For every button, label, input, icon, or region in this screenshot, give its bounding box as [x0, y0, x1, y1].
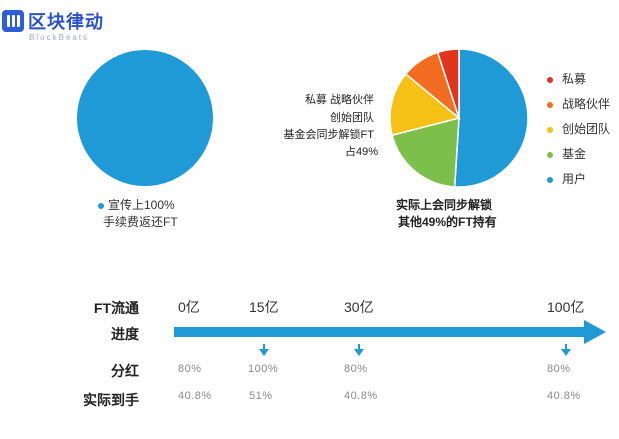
- milestone-amount: 30亿: [344, 299, 374, 315]
- row-label-actual: 实际到手: [83, 392, 139, 408]
- dividend-value: 100%: [248, 363, 279, 375]
- actual-value: 40.8%: [178, 390, 212, 402]
- progress-arrowhead-icon: [584, 320, 606, 344]
- pie-slice: [436, 48, 460, 119]
- down-arrow-icon: [561, 344, 571, 356]
- right-pie-caption-1: 实际上会同步解锁: [396, 198, 493, 212]
- legend-item-fund: 基金: [547, 145, 610, 162]
- right-pie-chart: [389, 48, 529, 188]
- actual-value: 40.8%: [344, 390, 378, 402]
- legend-swatch-icon: [547, 101, 553, 108]
- progress-bar: [174, 320, 606, 344]
- down-arrow-icon: [354, 344, 364, 356]
- pie-slice: [453, 48, 529, 188]
- pie-charts-canvas: [77, 48, 529, 188]
- brand-name-cn: 区块律动: [28, 12, 104, 32]
- dividend-value: 80%: [344, 363, 368, 375]
- legend-swatch-icon: [547, 76, 553, 83]
- pie-slice: [391, 117, 460, 188]
- bullet-dot-icon: [98, 202, 104, 209]
- left-pie-chart: [77, 50, 213, 186]
- blockbeats-logo-icon: [2, 10, 24, 32]
- right-pie-annotation-3: 基金会同步解锁FT: [283, 129, 374, 141]
- legend-item-users: 用户: [547, 170, 610, 187]
- milestone-amount: 100亿: [547, 299, 585, 315]
- progress-bar-track: [174, 327, 586, 337]
- dividend-value: 80%: [547, 363, 571, 375]
- dividend-value: 80%: [178, 363, 202, 375]
- brand-name-en: BlockBeats: [29, 33, 90, 42]
- actual-value: 51%: [249, 390, 273, 402]
- right-pie-caption-2: 其他49%的FT持有: [398, 215, 497, 229]
- legend-swatch-icon: [547, 176, 553, 183]
- row-label-ft-flow: FT流通: [93, 300, 139, 316]
- legend: 私募 战略伙伴 创始团队 基金 用户: [547, 70, 610, 187]
- milestone-amount: 0亿: [178, 299, 200, 315]
- row-label-dividend: 分红: [111, 363, 139, 379]
- legend-item-partners: 战略伙伴: [547, 95, 610, 112]
- milestone-amount: 15亿: [249, 299, 279, 315]
- down-arrow-icon: [259, 344, 269, 356]
- legend-swatch-icon: [547, 126, 553, 133]
- brand-logo: 区块律动 BlockBeats: [2, 8, 162, 44]
- legend-swatch-icon: [547, 151, 553, 158]
- right-pie-annotation-4: 占49%: [345, 146, 379, 158]
- pie-slice: [77, 50, 213, 186]
- right-pie-annotation-1: 私募 战略伙伴: [304, 94, 374, 106]
- left-pie-caption-1: 宣传上100%: [98, 196, 175, 213]
- right-pie-annotation-2: 创始团队: [330, 112, 374, 124]
- pie-slice: [389, 72, 461, 137]
- actual-value: 40.8%: [547, 390, 581, 402]
- left-pie-caption-2: 手续费返还FT: [103, 215, 178, 229]
- legend-item-founders: 创始团队: [547, 120, 610, 137]
- row-label-progress: 进度: [111, 326, 139, 342]
- legend-item-private: 私募: [547, 70, 610, 87]
